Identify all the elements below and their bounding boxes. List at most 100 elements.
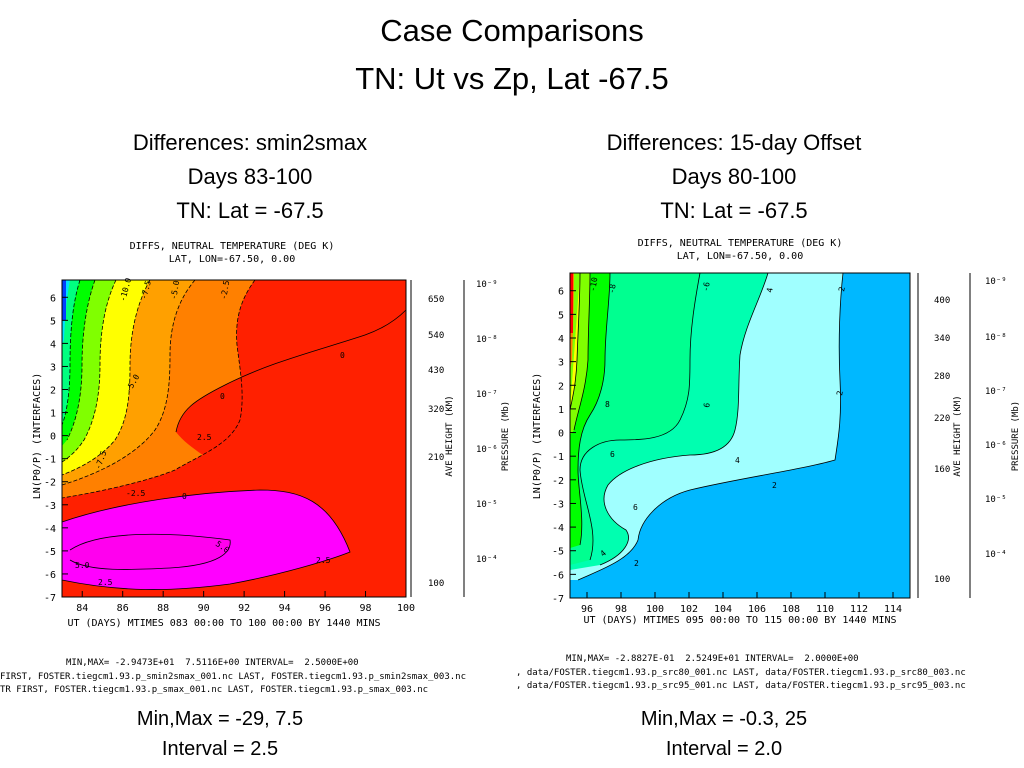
right-y-tick-label: 1 bbox=[558, 405, 564, 416]
right-file-line1: , data/FOSTER.tiegcm1.93.p_src80_001.nc … bbox=[516, 668, 966, 678]
left-pressure-tick: 10⁻⁷ bbox=[476, 390, 498, 400]
left-x-tick-label: 90 bbox=[198, 603, 210, 614]
right-clabel: 4 bbox=[765, 287, 775, 293]
right-x-ticks: 96 98 100 102 104 106 108 110 112 114 bbox=[581, 592, 902, 615]
left-y-tick-label: -2 bbox=[44, 478, 56, 489]
left-heading-line2: Days 83-100 bbox=[187, 164, 313, 189]
right-fill-red bbox=[570, 273, 573, 333]
left-heading-line1: Differences: smin2smax bbox=[132, 130, 368, 155]
left-y-tick-label: -1 bbox=[44, 455, 56, 466]
right-height-tick: 160 bbox=[934, 465, 950, 475]
left-fill-cyan-green bbox=[62, 280, 80, 425]
left-x-tick-label: 92 bbox=[238, 603, 250, 614]
left-contour-5-low bbox=[69, 533, 231, 570]
right-heading-line3: TN: Lat = -67.5 bbox=[660, 198, 808, 223]
right-pressure-tick: 10⁻⁴ bbox=[985, 550, 1007, 560]
right-pressure-tick: 10⁻⁵ bbox=[985, 495, 1007, 505]
left-summary: Min,Max = -29, 7.5 Interval = 2.5 bbox=[30, 704, 410, 764]
right-heading-line1: Differences: 15-day Offset bbox=[606, 130, 862, 155]
right-pressure-tick: 10⁻⁸ bbox=[985, 333, 1007, 343]
right-clabel: 2 bbox=[837, 286, 847, 292]
left-y-tick-label: 5 bbox=[50, 316, 56, 327]
right-height-tick: 280 bbox=[934, 372, 950, 382]
right-clabel: 4 bbox=[735, 456, 740, 465]
left-file-line1: FIRST, FOSTER.tiegcm1.93.p_smin2smax_001… bbox=[0, 672, 466, 682]
right-fill-yellow bbox=[570, 273, 580, 410]
left-height-tick: 100 bbox=[428, 579, 444, 589]
right-clabel: 2 bbox=[634, 559, 639, 568]
right-x-tick-label: 110 bbox=[816, 604, 834, 615]
left-contour-lines bbox=[61, 279, 407, 590]
right-y-ticks: 6 5 4 3 2 1 0 -1 -2 -3 -4 -5 -6 -7 bbox=[552, 287, 576, 605]
left-stats-line: MIN,MAX= -2.9473E+01 7.5116E+00 INTERVAL… bbox=[66, 658, 359, 668]
right-clabel: 4 bbox=[599, 548, 609, 558]
slide-title: Case Comparisons bbox=[380, 13, 644, 48]
right-contour-4 bbox=[599, 272, 769, 566]
right-stats-line: MIN,MAX= -2.8827E-01 2.5249E+01 INTERVAL… bbox=[566, 654, 859, 664]
right-pressure-axis-label: PRESSURE (Mb) bbox=[1011, 401, 1021, 471]
right-contour-labels: -10 -8 -6 8 6 4 2 6 6 4 2 2 4 2 bbox=[588, 276, 847, 568]
right-x-tick-label: 98 bbox=[615, 604, 627, 615]
right-y-axis-label: LN(P0/P) (INTERFACES) bbox=[532, 373, 543, 499]
right-contour-chart: DIFFS, NEUTRAL TEMPERATURE (DEG K) LAT, … bbox=[532, 238, 1021, 626]
left-y-ticks: 6 5 4 3 2 1 0 -1 -2 -3 -4 -5 -6 -7 bbox=[44, 293, 68, 604]
right-y-tick-label: 2 bbox=[558, 381, 564, 392]
left-pressure-axis-label: PRESSURE (Mb) bbox=[501, 401, 511, 471]
left-interval: Interval = 2.5 bbox=[161, 738, 279, 760]
right-contour-10 bbox=[573, 272, 591, 431]
left-contour-neg10 bbox=[61, 279, 117, 463]
left-x-tick-label: 84 bbox=[76, 603, 88, 614]
left-contour-2-5-low bbox=[61, 489, 351, 590]
left-x-tick-label: 98 bbox=[360, 603, 372, 614]
left-x-tick-label: 86 bbox=[117, 603, 129, 614]
right-clabel: 6 bbox=[610, 450, 615, 459]
left-clabel: 0 bbox=[182, 492, 187, 501]
left-y-tick-label: 1 bbox=[50, 409, 56, 420]
left-file-line2: TR FIRST, FOSTER.tiegcm1.93.p_smax_001.n… bbox=[0, 685, 429, 695]
left-y-tick-label: -3 bbox=[44, 501, 56, 512]
left-contour-chart: DIFFS, NEUTRAL TEMPERATURE (DEG K) LAT, … bbox=[32, 241, 511, 629]
slide-subtitle: TN: Ut vs Zp, Lat -67.5 bbox=[355, 61, 669, 96]
left-y-tick-label: 0 bbox=[50, 432, 56, 443]
left-x-tick-label: 88 bbox=[157, 603, 169, 614]
right-x-tick-label: 114 bbox=[884, 604, 902, 615]
left-contour-zero bbox=[175, 309, 407, 433]
right-clabel: -6 bbox=[701, 281, 712, 292]
right-x-tick-label: 104 bbox=[714, 604, 732, 615]
right-pressure-tick: 10⁻⁹ bbox=[985, 277, 1007, 287]
left-clabel: 2.5 bbox=[98, 578, 113, 587]
left-height-tick: 430 bbox=[428, 366, 444, 376]
left-plot-title: DIFFS, NEUTRAL TEMPERATURE (DEG K) bbox=[130, 241, 335, 252]
right-y-tick-label: -4 bbox=[552, 523, 564, 534]
right-panel-heading: Differences: 15-day Offset Days 80-100 T… bbox=[544, 126, 924, 228]
right-summary: Min,Max = -0.3, 25 Interval = 2.0 bbox=[534, 704, 914, 764]
left-y-tick-label: -6 bbox=[44, 570, 56, 581]
left-x-axis-label: UT (DAYS) MTIMES 083 00:00 TO 100 00:00 … bbox=[67, 618, 380, 629]
left-clabel: 0 bbox=[340, 351, 345, 360]
left-pressure-ticks: 10⁻⁹ 10⁻⁸ 10⁻⁷ 10⁻⁶ 10⁻⁵ 10⁻⁴ bbox=[476, 280, 498, 565]
right-heading-line2: Days 80-100 bbox=[671, 164, 797, 189]
left-heading-line3: TN: Lat = -67.5 bbox=[176, 198, 324, 223]
right-pressure-tick: 10⁻⁷ bbox=[985, 387, 1007, 397]
left-y-tick-label: 4 bbox=[50, 339, 56, 350]
left-y-tick-label: 2 bbox=[50, 386, 56, 397]
left-panel-heading: Differences: smin2smax Days 83-100 TN: L… bbox=[60, 126, 440, 228]
left-clabel: -2.5 bbox=[126, 489, 145, 498]
left-fill-blue bbox=[62, 280, 66, 320]
left-y-tick-label: -5 bbox=[44, 547, 56, 558]
right-file-line2: , data/FOSTER.tiegcm1.93.p_src95_001.nc … bbox=[516, 681, 966, 691]
right-contour-lines bbox=[569, 272, 844, 581]
left-pressure-tick: 10⁻⁵ bbox=[476, 500, 498, 510]
right-plot-frame bbox=[569, 272, 911, 599]
right-clabel: 6 bbox=[633, 503, 638, 512]
left-x-tick-label: 94 bbox=[279, 603, 291, 614]
left-clabel: 0 bbox=[220, 392, 225, 401]
right-x-axis-label: UT (DAYS) MTIMES 095 00:00 TO 115 00:00 … bbox=[583, 615, 896, 626]
left-clabel: 2.5 bbox=[197, 433, 212, 442]
right-contour-fills bbox=[570, 273, 910, 598]
left-clabel: -5.0 bbox=[169, 280, 181, 301]
right-x-tick-label: 106 bbox=[748, 604, 766, 615]
right-minmax: Min,Max = -0.3, 25 bbox=[640, 708, 808, 730]
left-pressure-tick: 10⁻⁸ bbox=[476, 335, 498, 345]
left-clabel: 5.0 bbox=[75, 561, 90, 570]
